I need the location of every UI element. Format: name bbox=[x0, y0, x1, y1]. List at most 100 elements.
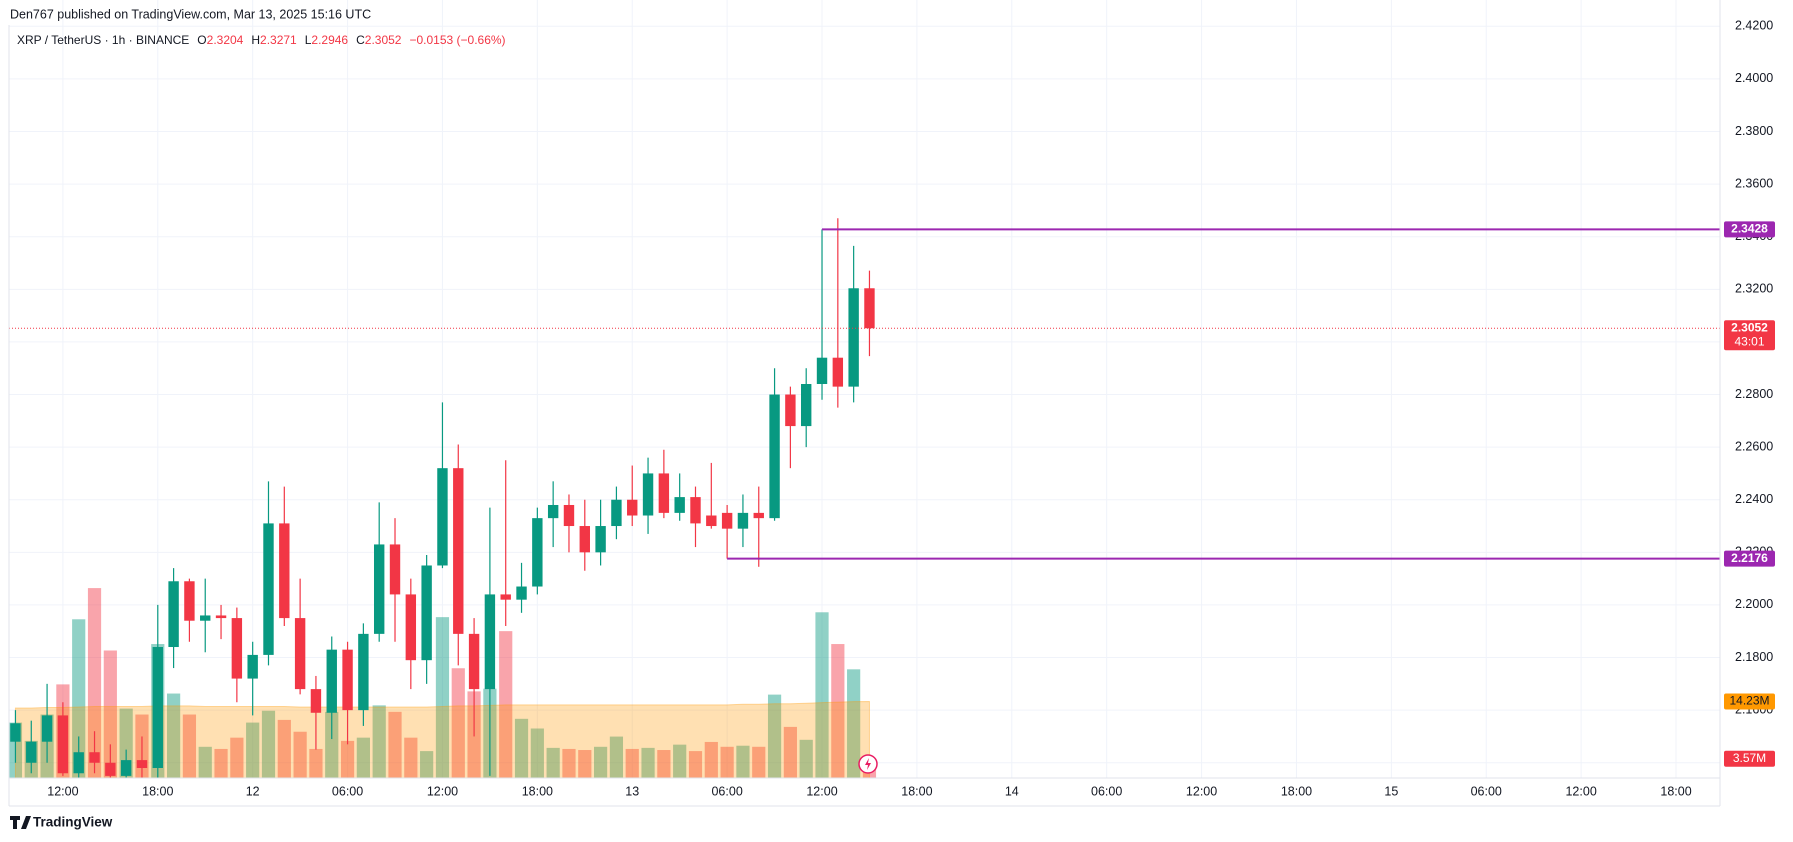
ohlc-value: 2.3271 bbox=[260, 33, 297, 47]
candle-body bbox=[215, 615, 227, 619]
ohlc-label: O bbox=[197, 33, 206, 47]
volume-bar bbox=[246, 722, 260, 778]
volume-bar bbox=[372, 705, 386, 778]
candle-body bbox=[816, 357, 828, 385]
x-tick-label: 12:00 bbox=[1186, 784, 1217, 798]
x-tick-label: 18:00 bbox=[1281, 784, 1312, 798]
volume-bar bbox=[546, 747, 560, 778]
candle-body bbox=[73, 752, 84, 774]
candle-body bbox=[405, 594, 417, 661]
countdown: 43:01 bbox=[1734, 334, 1764, 348]
candle-body bbox=[231, 618, 243, 679]
alert-bolt bbox=[865, 758, 871, 770]
volume-bar bbox=[103, 650, 117, 778]
volume-bar bbox=[562, 748, 576, 778]
candle-body bbox=[500, 594, 511, 600]
candle-body bbox=[674, 497, 685, 513]
candle-body bbox=[389, 544, 401, 595]
candle-body bbox=[136, 760, 148, 769]
header: Den767 published on TradingView.com, Mar… bbox=[10, 7, 371, 21]
ohlc-value: 2.3204 bbox=[207, 33, 244, 47]
ohlc-label: C bbox=[356, 33, 365, 47]
candle-body bbox=[373, 544, 385, 634]
volume-bar bbox=[388, 711, 402, 778]
price-tag-box bbox=[1724, 550, 1775, 567]
volume-bar bbox=[657, 750, 671, 778]
candle-body bbox=[168, 581, 179, 648]
x-tick-label: 12:00 bbox=[427, 784, 458, 798]
volume-bar bbox=[72, 619, 86, 778]
volume-bar bbox=[578, 750, 592, 778]
volume-bar bbox=[277, 719, 291, 778]
candle-body bbox=[848, 288, 859, 387]
y-tick-label: 2.3200 bbox=[1735, 282, 1773, 296]
candle-body bbox=[721, 512, 733, 529]
candle-body bbox=[421, 565, 432, 661]
y-tick-label: 2.3600 bbox=[1735, 176, 1773, 190]
volume-bar bbox=[404, 737, 418, 778]
candle-body bbox=[41, 715, 53, 742]
candle-body bbox=[263, 523, 274, 655]
ohlc-value: 2.3052 bbox=[365, 33, 402, 47]
candle-body bbox=[453, 468, 464, 634]
volume-bar bbox=[831, 644, 845, 778]
x-tick-label: 06:00 bbox=[1471, 784, 1502, 798]
volume-bar bbox=[261, 710, 276, 778]
x-tick-label: 12 bbox=[246, 784, 260, 798]
x-tick-label: 06:00 bbox=[1091, 784, 1122, 798]
x-tick-label: 12:00 bbox=[47, 784, 78, 798]
ohlc-label: H bbox=[251, 33, 260, 47]
current-price-tag: 2.3052 bbox=[1731, 320, 1768, 334]
price-tag: 2.3428 bbox=[1731, 222, 1768, 236]
change: −0.0153 (−0.66%) bbox=[409, 33, 505, 47]
symbol: XRP / TetherUS · 1h · BINANCE bbox=[17, 33, 189, 47]
candle-body bbox=[358, 633, 369, 711]
candle-body bbox=[279, 523, 290, 619]
x-tick-label: 12:00 bbox=[806, 784, 837, 798]
y-tick-label: 2.1800 bbox=[1735, 650, 1773, 664]
candle-body bbox=[595, 526, 606, 553]
volume-bar bbox=[815, 612, 829, 778]
volume-bar bbox=[435, 617, 450, 778]
volume-bar bbox=[609, 736, 624, 778]
candle-body bbox=[247, 654, 258, 679]
volume-bar bbox=[325, 711, 339, 778]
volume-tag: 3.57M bbox=[1733, 751, 1766, 765]
y-tick-label: 2.2600 bbox=[1735, 439, 1773, 453]
volume-bar bbox=[625, 748, 639, 778]
alert-icon bbox=[858, 754, 878, 774]
volume-bar bbox=[499, 631, 513, 778]
volume-bar bbox=[198, 746, 212, 778]
candle-body bbox=[326, 649, 337, 713]
candle-body bbox=[152, 647, 163, 769]
volume-bar bbox=[182, 714, 197, 778]
x-tick-label: 06:00 bbox=[711, 784, 742, 798]
y-tick-label: 2.2000 bbox=[1735, 597, 1773, 611]
candle-body bbox=[57, 715, 69, 774]
y-tick-label: 2.3800 bbox=[1735, 124, 1773, 138]
candle-body bbox=[832, 357, 844, 387]
candle-body bbox=[310, 689, 322, 713]
logo-mark bbox=[10, 816, 31, 829]
volume-bar bbox=[736, 745, 750, 778]
volume-bar bbox=[783, 726, 797, 778]
candle-body bbox=[753, 512, 764, 519]
volume-bar bbox=[230, 737, 244, 778]
candle-body bbox=[105, 762, 116, 776]
candle-body bbox=[864, 288, 875, 329]
volume-bar bbox=[356, 737, 370, 778]
x-tick-label: 18:00 bbox=[142, 784, 173, 798]
candle-body bbox=[200, 615, 211, 621]
volume-bar bbox=[293, 731, 307, 778]
x-tick-label: 14 bbox=[1005, 784, 1019, 798]
candle-body bbox=[532, 518, 543, 587]
ohlc-label: L bbox=[305, 33, 312, 47]
candle-body bbox=[294, 618, 306, 690]
x-tick-label: 13 bbox=[625, 784, 639, 798]
volume-bar bbox=[673, 744, 687, 778]
volume-bar bbox=[530, 728, 544, 778]
candle-body bbox=[484, 594, 496, 690]
volume-bar bbox=[704, 741, 718, 778]
